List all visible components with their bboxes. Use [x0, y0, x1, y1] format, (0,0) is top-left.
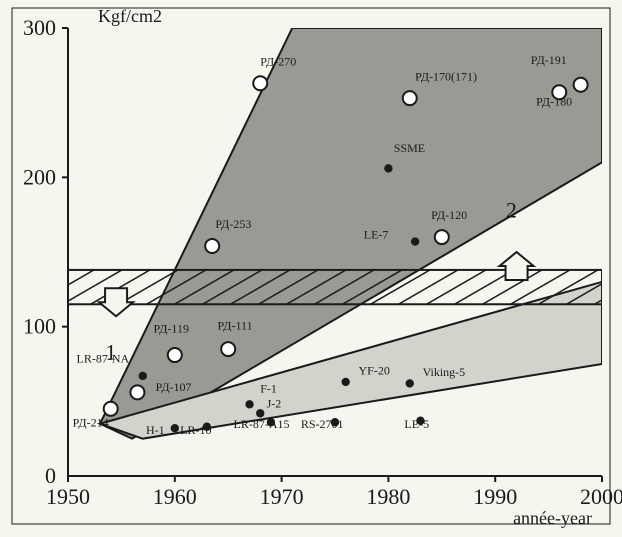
data-point — [130, 385, 144, 399]
arrow-up-icon — [500, 252, 534, 280]
point-label: LR-87-A15 — [234, 417, 290, 431]
ytick-label: 300 — [23, 15, 56, 40]
scatter-chart: 0100200300195019601970198019902000Kgf/cm… — [0, 0, 622, 532]
point-label: РД-180 — [536, 95, 572, 109]
x-axis-label: année-year — [513, 508, 592, 528]
arrow-down-icon — [99, 288, 133, 316]
point-label: F-1 — [260, 381, 277, 395]
xtick-label: 1980 — [366, 484, 410, 509]
point-label: РД-119 — [153, 322, 189, 336]
ytick-label: 200 — [23, 164, 56, 189]
data-point — [171, 424, 179, 432]
data-point — [574, 78, 588, 92]
point-label: LE-7 — [364, 228, 389, 242]
data-point — [168, 348, 182, 362]
point-label: YF-20 — [358, 363, 389, 377]
data-point — [384, 164, 392, 172]
ytick-label: 100 — [23, 314, 56, 339]
data-point — [221, 342, 235, 356]
point-label: РД-191 — [531, 53, 567, 67]
arrow-label: 2 — [506, 198, 517, 223]
xtick-label: 2000 — [580, 484, 622, 509]
xtick-label: 1950 — [46, 484, 90, 509]
data-point — [245, 400, 253, 408]
data-point — [403, 91, 417, 105]
y-axis-label: Kgf/cm2 — [98, 6, 162, 26]
point-label: РД-270 — [260, 54, 296, 68]
point-label: SSME — [394, 141, 425, 155]
point-label: J-2 — [267, 396, 282, 410]
point-label: H-1 — [146, 423, 165, 437]
point-label: Viking-5 — [423, 365, 466, 379]
xtick-label: 1970 — [260, 484, 304, 509]
data-point — [406, 379, 414, 387]
data-point — [435, 230, 449, 244]
point-label: LE-5 — [404, 417, 429, 431]
point-label: LR-10 — [180, 423, 211, 437]
xtick-label: 1960 — [153, 484, 197, 509]
data-point — [253, 76, 267, 90]
point-label: РД-107 — [156, 380, 192, 394]
point-label: РД-170(171) — [415, 69, 477, 83]
point-label: РД-111 — [218, 319, 253, 333]
point-label: РД-214 — [73, 416, 109, 430]
point-label: РД-120 — [431, 208, 467, 222]
data-point — [341, 378, 349, 386]
data-point — [411, 237, 419, 245]
data-point — [205, 239, 219, 253]
point-label: LR-87-NA — [77, 352, 130, 366]
xtick-label: 1990 — [473, 484, 517, 509]
data-point — [139, 372, 147, 380]
point-label: РД-253 — [215, 217, 251, 231]
point-label: RS-2701 — [301, 417, 344, 431]
data-point — [104, 402, 118, 416]
